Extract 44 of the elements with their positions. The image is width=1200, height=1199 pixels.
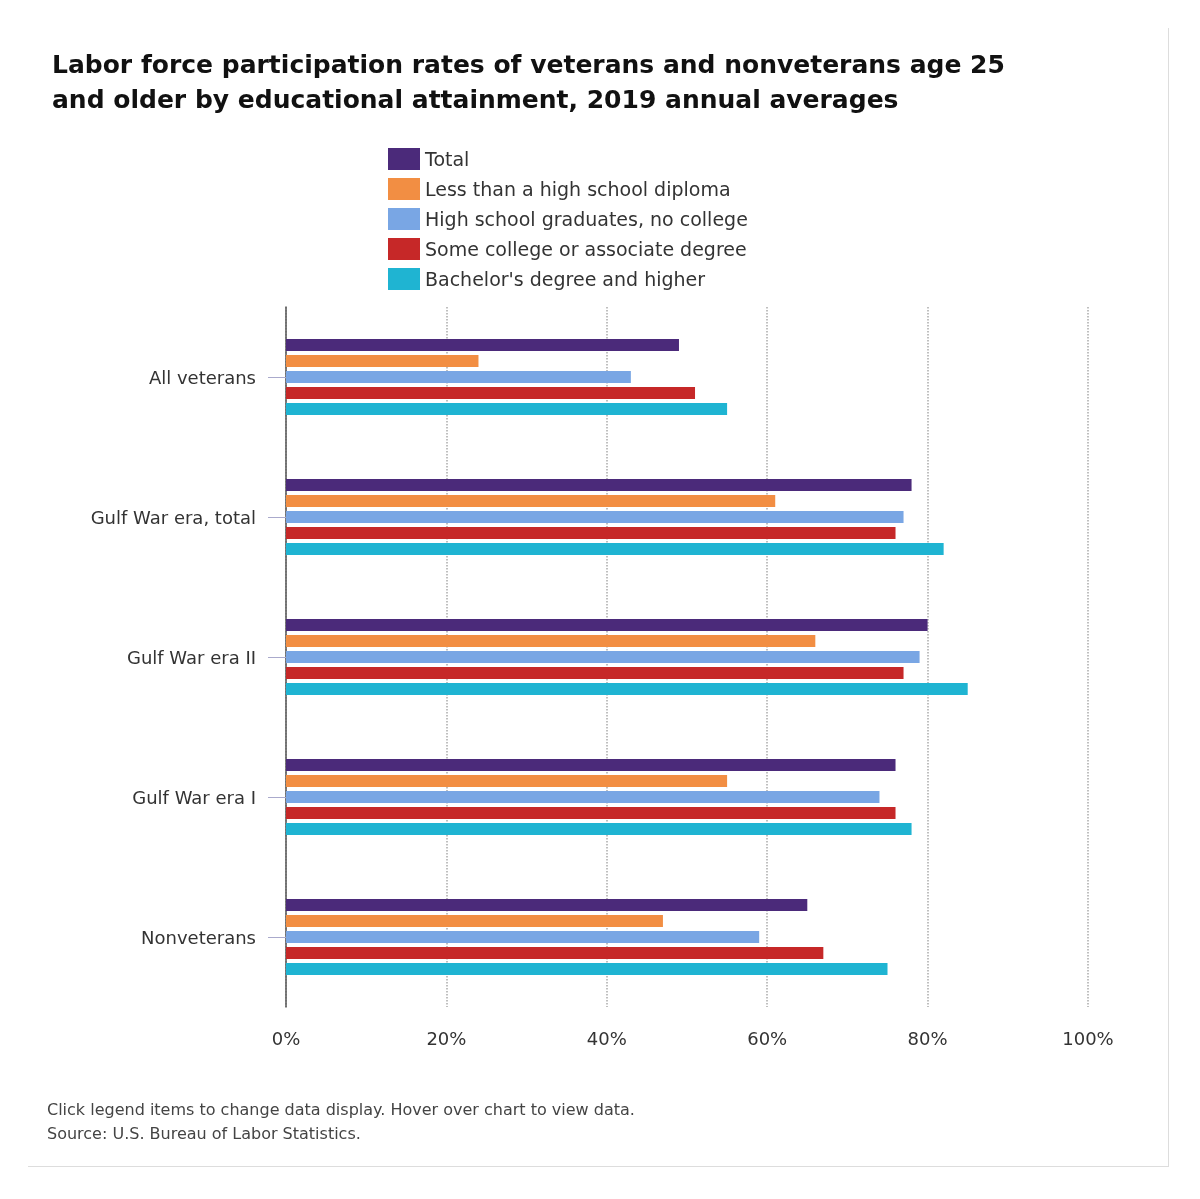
chart-title: Labor force participation rates of veterans and nonveterans age 25 and older by educational attainment, 2019 annual averages	[52, 50, 1014, 114]
bar	[286, 791, 880, 803]
y-tick-label: Nonveterans	[141, 926, 256, 948]
x-tick-label: 40%	[586, 1027, 627, 1049]
bar	[286, 899, 808, 912]
bar	[286, 511, 904, 523]
y-tick-label: All veterans	[148, 366, 256, 388]
bar	[286, 619, 928, 632]
bar	[286, 775, 728, 788]
legend-label: Some college or associate degree	[425, 238, 747, 260]
bar	[286, 806, 896, 819]
y-tick-label: Gulf War era II	[126, 646, 256, 668]
bar	[286, 479, 912, 492]
bar	[286, 682, 968, 695]
x-tick-label: 20%	[426, 1027, 467, 1049]
bar	[286, 915, 663, 928]
bar	[286, 386, 696, 399]
bar	[286, 339, 679, 352]
bar	[286, 666, 904, 679]
bar	[286, 355, 479, 368]
bar	[286, 495, 776, 508]
bar	[286, 526, 896, 539]
bar	[286, 402, 728, 415]
legend-label: High school graduates, no college	[425, 208, 748, 230]
legend-label: Less than a high school diploma	[425, 178, 731, 200]
x-tick-label: 60%	[747, 1027, 788, 1049]
bar	[286, 822, 912, 835]
legend-label: Total	[424, 148, 470, 170]
bar	[286, 635, 816, 648]
bar	[286, 946, 824, 959]
source-note: Source: U.S. Bureau of Labor Statistics.	[47, 1123, 362, 1145]
bar	[286, 371, 631, 383]
bar	[286, 931, 760, 943]
legend-label: Bachelor's degree and higher	[425, 268, 706, 290]
bar	[286, 651, 920, 663]
x-tick-label: 100%	[1062, 1027, 1114, 1049]
bar	[286, 962, 888, 975]
text: Click legend items to change data display. Hover over chart to view data.	[47, 1099, 635, 1121]
bar	[286, 759, 896, 772]
y-tick-label: Gulf War era, total	[90, 506, 256, 528]
x-tick-label: 0%	[271, 1027, 301, 1049]
y-tick-label: Gulf War era I	[132, 786, 256, 808]
x-tick-label: 80%	[907, 1027, 948, 1049]
bar	[286, 542, 944, 555]
